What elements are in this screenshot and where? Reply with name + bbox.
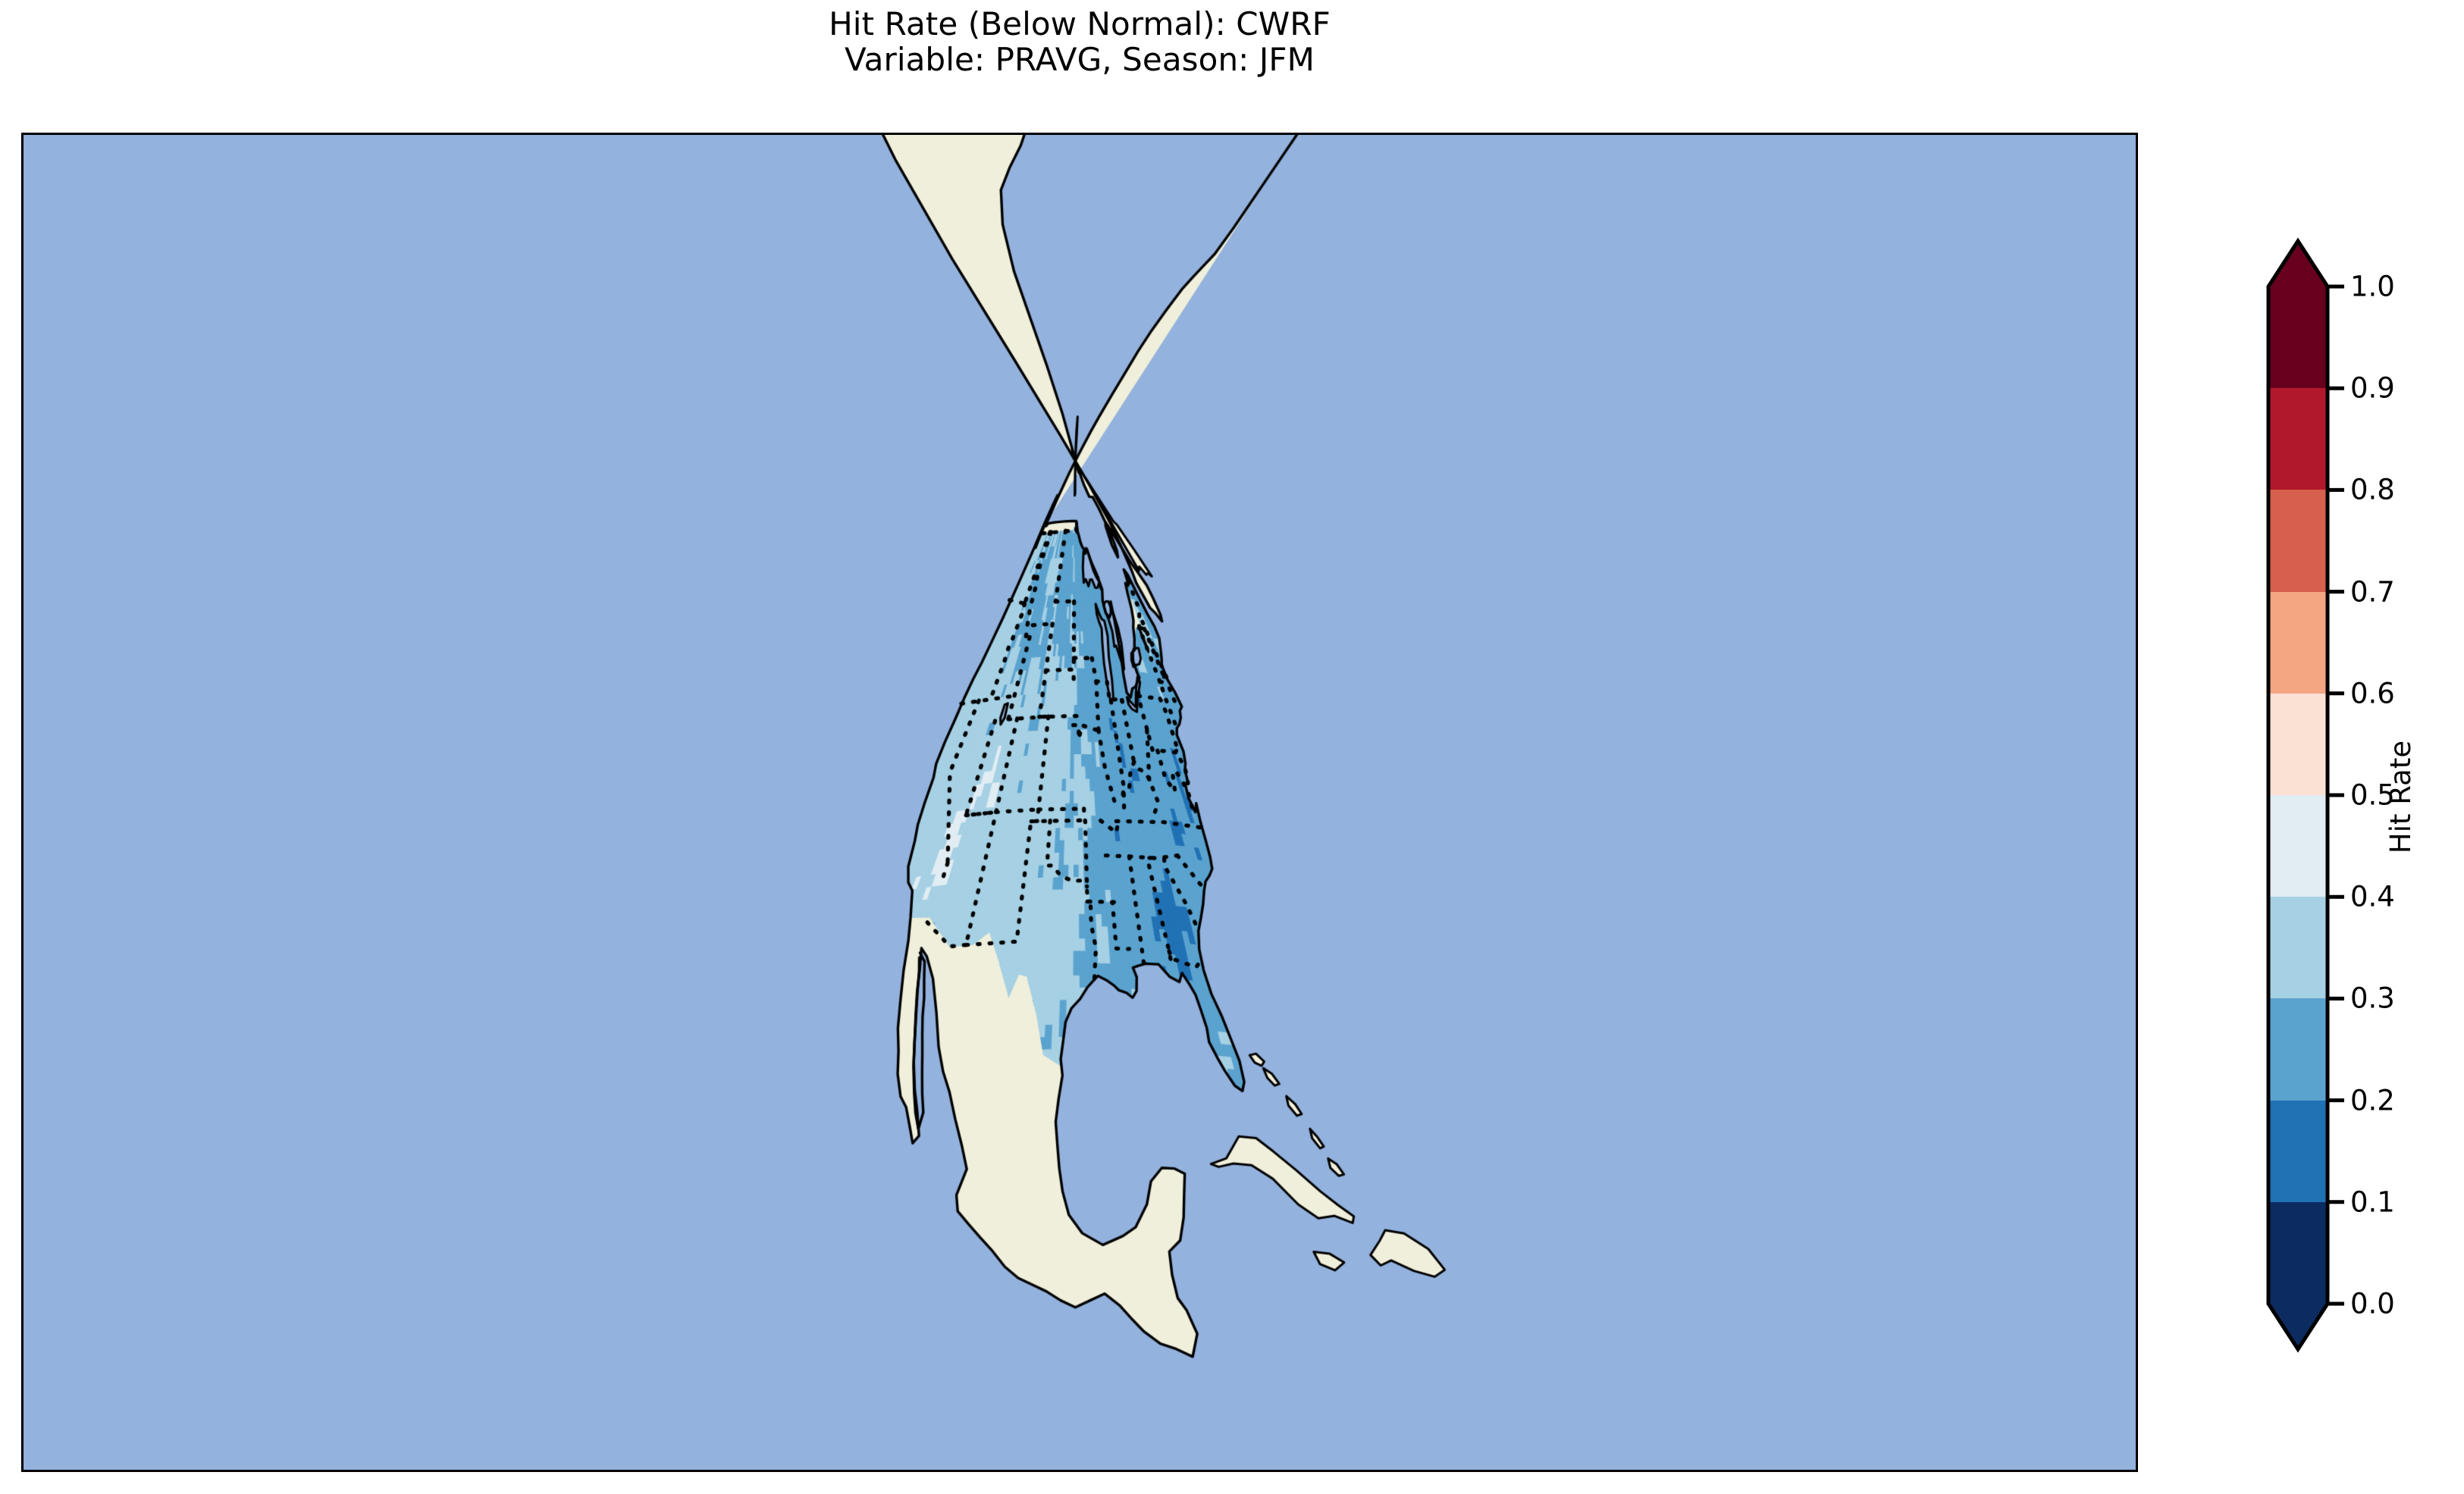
colorbar-band [2268, 591, 2328, 694]
colorbar-axis-label: Hit Rate [2384, 740, 2417, 854]
chart-title: Hit Rate (Below Normal): CWRF Variable: … [0, 6, 2159, 77]
title-line-1: Hit Rate (Below Normal): CWRF [829, 5, 1331, 42]
colorbar-band [2268, 388, 2328, 490]
colorbar-extend-max-arrow [2268, 241, 2328, 287]
colorbar-tick-label: 1.0 [2350, 270, 2395, 303]
colorbar-band [2268, 1201, 2328, 1305]
colorbar-extend-min-arrow [2268, 1304, 2328, 1349]
map-panel [21, 133, 2138, 1472]
colorbar: 1.0 0.9 0.8 0.7 0.6 0.5 0.4 0.3 0.2 0.1 0.0 Hit Ra… [2266, 235, 2458, 1353]
colorbar-tick-label: 0.4 [2350, 880, 2395, 913]
colorbar-tick-label: 0.2 [2350, 1084, 2395, 1117]
colorbar-tick-label: 0.3 [2350, 982, 2395, 1015]
colorbar-bands [2268, 241, 2328, 1349]
colorbar-tick-label: 0.8 [2350, 473, 2395, 506]
colorbar-band [2268, 897, 2328, 999]
colorbar-tick-label: 0.7 [2350, 575, 2395, 609]
colorbar-tick-label: 0.0 [2350, 1287, 2395, 1320]
title-line-2: Variable: PRAVG, Season: JFM [845, 41, 1315, 79]
colorbar-band [2268, 1100, 2328, 1203]
colorbar-tick-label: 0.9 [2350, 371, 2395, 405]
colorbar-tick-label: 0.5 [2350, 778, 2395, 812]
colorbar-band [2268, 287, 2328, 389]
hit-rate-heatmap-canvas [24, 135, 2136, 1470]
colorbar-tick-label: 0.1 [2350, 1185, 2395, 1219]
colorbar-outline [2266, 237, 2344, 1353]
colorbar-tick-label: 0.6 [2350, 677, 2395, 710]
colorbar-band [2268, 693, 2328, 796]
colorbar-band [2268, 795, 2328, 897]
colorbar-band [2268, 490, 2328, 593]
colorbar-band [2268, 998, 2328, 1101]
